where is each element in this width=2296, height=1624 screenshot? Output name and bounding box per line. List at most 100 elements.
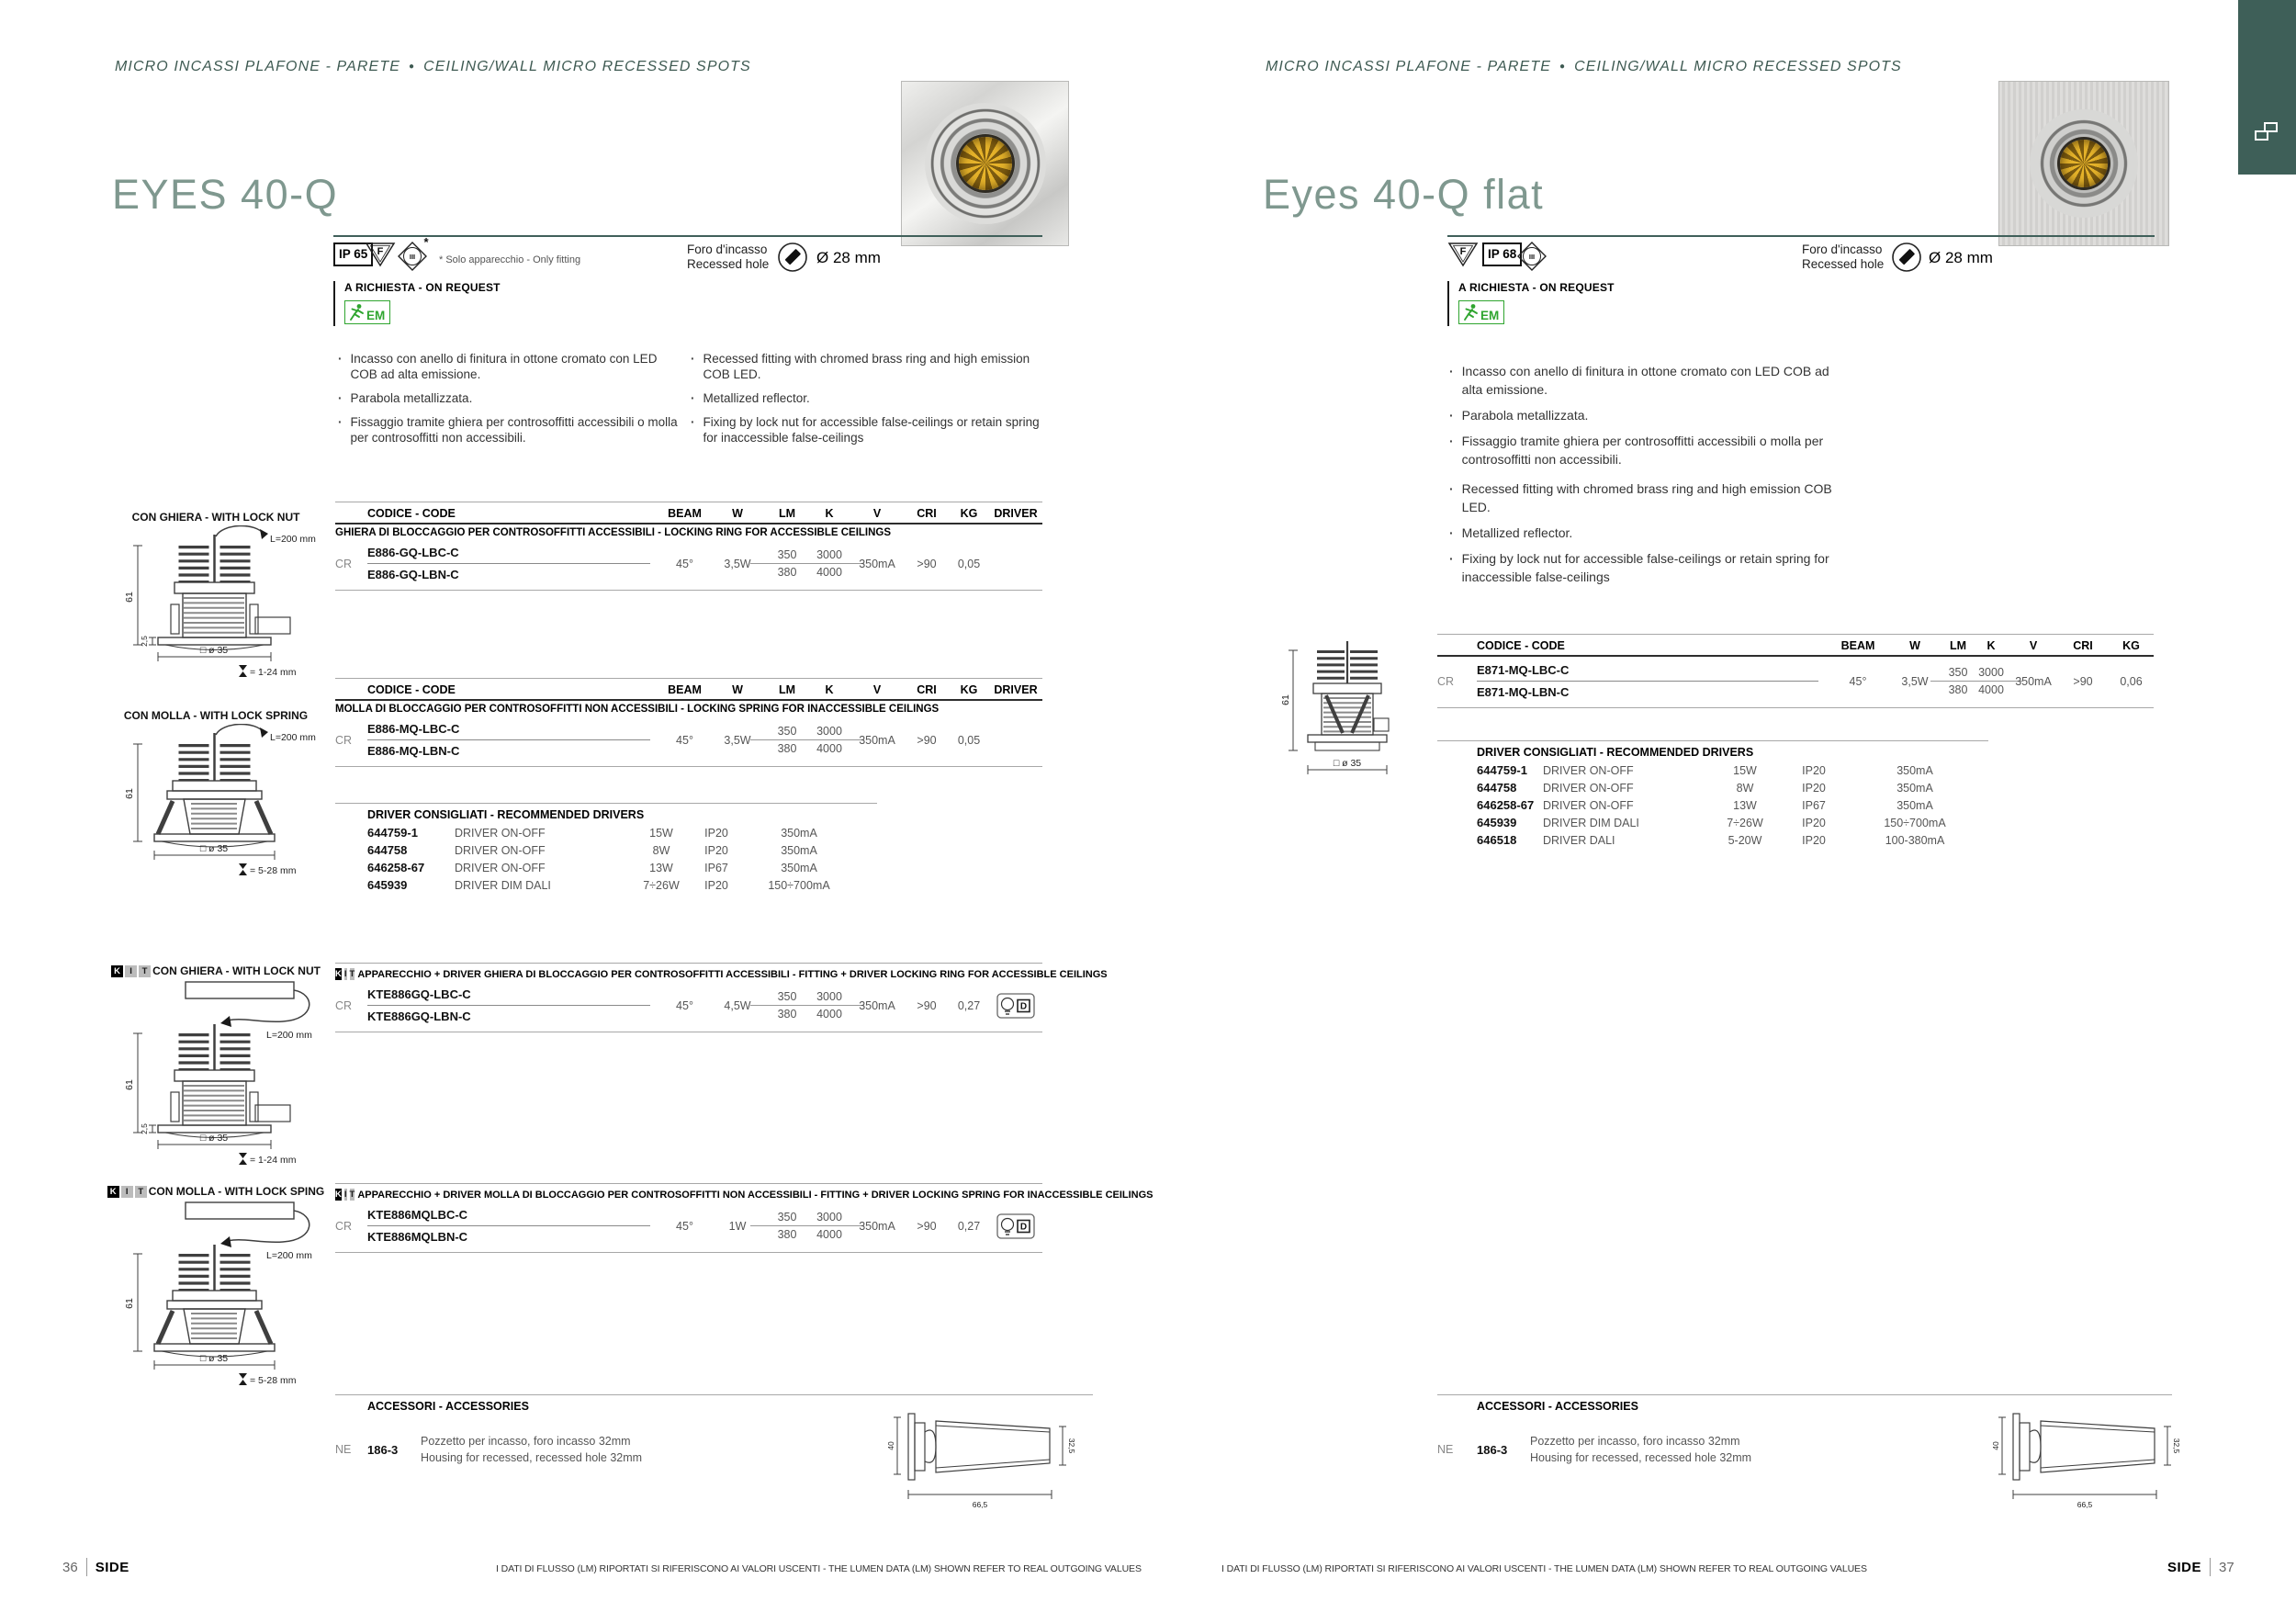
table-header-row: CODICE - CODE BEAM W LM K V CRI KG DRIVE… bbox=[335, 507, 1042, 524]
dim-height: 40 bbox=[886, 1441, 895, 1450]
bullet-item: · Fissaggio tramite ghiera per controsoff… bbox=[1449, 432, 1844, 468]
finish-code: CR bbox=[335, 1219, 353, 1233]
cell-lm-k: 350 3000 380 4000 bbox=[750, 718, 864, 761]
fraction-line bbox=[750, 563, 864, 564]
cell-kg: 0,05 bbox=[957, 557, 981, 570]
finish-code: CR bbox=[335, 733, 353, 747]
spec-table-lock-nut: CODICE - CODE BEAM W LM K V CRI KG DRIVE… bbox=[335, 502, 1042, 591]
table-top-rule bbox=[335, 1183, 1042, 1184]
dim-width: □ ø 35 bbox=[200, 645, 228, 656]
driver-code: 644758 bbox=[1477, 781, 1517, 795]
cell-lm: 350 bbox=[777, 548, 797, 561]
driver-ma: 350mA bbox=[1896, 781, 1933, 795]
hole-label-it: Foro d'incasso bbox=[1802, 242, 1883, 256]
driver-w: 7÷26W bbox=[643, 878, 680, 892]
recessed-hole-label-left: Foro d'incasso Recessed hole bbox=[687, 242, 769, 272]
svg-text:D: D bbox=[1020, 1001, 1027, 1011]
diagram-lock-nut: L=200 mm 61 2,5 □ ø 35 = 1-24 mm bbox=[124, 525, 316, 678]
emergency-badge: EM bbox=[1458, 300, 1505, 324]
dim-depth: 32,5 bbox=[1067, 1438, 1076, 1454]
on-request-block-right: A RICHIESTA - ON REQUEST EM bbox=[1447, 281, 1615, 326]
table-top-rule bbox=[335, 963, 1042, 964]
cell-driver: D bbox=[989, 1204, 1042, 1247]
driver-row: 644759-1 DRIVER ON-OFF 15W IP20 350mA bbox=[335, 824, 877, 841]
product-code: E886-MQ-LBN-C bbox=[367, 744, 460, 758]
drill-hole-icon bbox=[778, 242, 807, 272]
table-data-row: CR E871-MQ-LBC-C E871-MQ-LBN-C 45° 3,5W … bbox=[1437, 657, 2154, 708]
col-w: W bbox=[732, 507, 743, 520]
bullet-text: Metallized reflector. bbox=[1461, 525, 1573, 540]
accessory-desc-en: Housing for recessed, recessed hole 32mm bbox=[421, 1451, 643, 1464]
on-request-label: A RICHIESTA - ON REQUEST bbox=[1458, 281, 1615, 294]
cell-k: 3000 bbox=[816, 1211, 842, 1224]
dot-separator: ● bbox=[408, 62, 416, 72]
table-top-rule bbox=[335, 678, 1042, 679]
col-kg: KG bbox=[2122, 639, 2140, 652]
kit-letter-t: T bbox=[349, 1189, 355, 1201]
bullet-text: Metallized reflector. bbox=[703, 391, 810, 405]
driver-w: 13W bbox=[1733, 798, 1757, 812]
driver-w: 8W bbox=[652, 843, 670, 857]
bullet-item: · Fixing by lock nut for accessible false… bbox=[691, 414, 1044, 445]
col-cri: CRI bbox=[917, 507, 937, 520]
cell-kg: 0,05 bbox=[957, 733, 981, 747]
cell-lm: 350 bbox=[777, 1211, 797, 1224]
driver-ma: 150÷700mA bbox=[768, 878, 830, 892]
dim-width: □ ø 35 bbox=[200, 1133, 228, 1144]
recommended-drivers-table-right: DRIVER CONSIGLIATI - RECOMMENDED DRIVERS… bbox=[1437, 740, 1988, 849]
kit-table-lock-nut: K I T APPARECCHIO + DRIVER GHIERA DI BLO… bbox=[335, 963, 1108, 1032]
em-label: EM bbox=[366, 308, 386, 322]
cell-lm: 380 bbox=[1948, 683, 1968, 696]
dim-height: 61 bbox=[124, 592, 135, 603]
finish-code: CR bbox=[335, 557, 353, 570]
accessory-code: 186-3 bbox=[1477, 1442, 1508, 1457]
driver-ma: 350mA bbox=[1896, 763, 1933, 777]
feature-bullets-it-left: · Incasso con anello di finitura in otton… bbox=[338, 351, 680, 454]
lamp-plus-driver-icon: D bbox=[996, 1212, 1035, 1239]
driver-code: 646258-67 bbox=[1477, 798, 1535, 812]
bullet-dot: · bbox=[338, 391, 343, 405]
col-w: W bbox=[732, 683, 743, 696]
hole-diameter-right: Ø 28 mm bbox=[1929, 249, 1993, 266]
col-code: CODICE - CODE bbox=[367, 683, 456, 696]
cell-k: 3000 bbox=[816, 548, 842, 561]
cell-beam: 45° bbox=[1849, 674, 1867, 688]
driver-ip: IP20 bbox=[704, 878, 728, 892]
recessed-hole-label-right: Foro d'incasso Recessed hole bbox=[1802, 242, 1884, 272]
feature-bullets-en-right: · Recessed fitting with chromed brass rin… bbox=[1449, 479, 1844, 593]
category-it: MICRO INCASSI PLAFONE - PARETE bbox=[1266, 59, 1551, 74]
class-f-icon: F bbox=[1447, 242, 1479, 267]
cell-lm: 350 bbox=[1948, 666, 1968, 679]
driver-ip: IP20 bbox=[1802, 763, 1826, 777]
category-it: MICRO INCASSI PLAFONE - PARETE bbox=[115, 59, 400, 74]
bullet-item: · Incasso con anello di finitura in otton… bbox=[1449, 362, 1844, 399]
accessories-title: ACCESSORI - ACCESSORIES bbox=[1477, 1400, 1638, 1413]
bullet-dot: · bbox=[1449, 408, 1454, 423]
driver-name: DRIVER DIM DALI bbox=[1543, 816, 1639, 829]
diagram-lock-spring: L=200 mm 61 □ ø 35 = 5-28 mm bbox=[124, 724, 316, 876]
product-code: KTE886GQ-LBC-C bbox=[367, 987, 471, 1001]
page-number-divider bbox=[2210, 1558, 2212, 1576]
diagram-caption-kit-lock-nut: K I T CON GHIERA - WITH LOCK NUT bbox=[101, 964, 331, 977]
bullet-text: Parabola metallizzata. bbox=[350, 391, 473, 405]
cell-cri: >90 bbox=[2073, 674, 2093, 688]
driver-name: DRIVER ON-OFF bbox=[1543, 781, 1634, 795]
hole-label-it: Foro d'incasso bbox=[687, 242, 768, 256]
dim-height: 61 bbox=[124, 788, 135, 799]
cell-driver: D bbox=[989, 984, 1042, 1027]
driver-w: 13W bbox=[649, 861, 673, 874]
section-tab bbox=[2238, 0, 2296, 175]
emergency-badge: EM bbox=[344, 300, 391, 324]
category-header-left: MICRO INCASSI PLAFONE - PARETE ● CEILING/W… bbox=[115, 59, 751, 75]
section-text: APPARECCHIO + DRIVER GHIERA DI BLOCCAGGI… bbox=[357, 968, 1108, 980]
drivers-title: DRIVER CONSIGLIATI - RECOMMENDED DRIVERS bbox=[367, 808, 645, 821]
col-k: K bbox=[1986, 639, 1996, 652]
bullet-item: · Fissaggio tramite ghiera per controsoff… bbox=[338, 414, 680, 445]
accessory-row: NE 186-3 Pozzetto per incasso, foro inca… bbox=[335, 1433, 1093, 1466]
dim-wire: L=200 mm bbox=[270, 732, 316, 743]
kit-letter-k: K bbox=[335, 968, 342, 980]
dim-wire: L=200 mm bbox=[270, 534, 316, 545]
brand-name: SIDE bbox=[2167, 1559, 2202, 1575]
driver-ip: IP20 bbox=[704, 843, 728, 857]
running-man-icon bbox=[350, 304, 364, 321]
